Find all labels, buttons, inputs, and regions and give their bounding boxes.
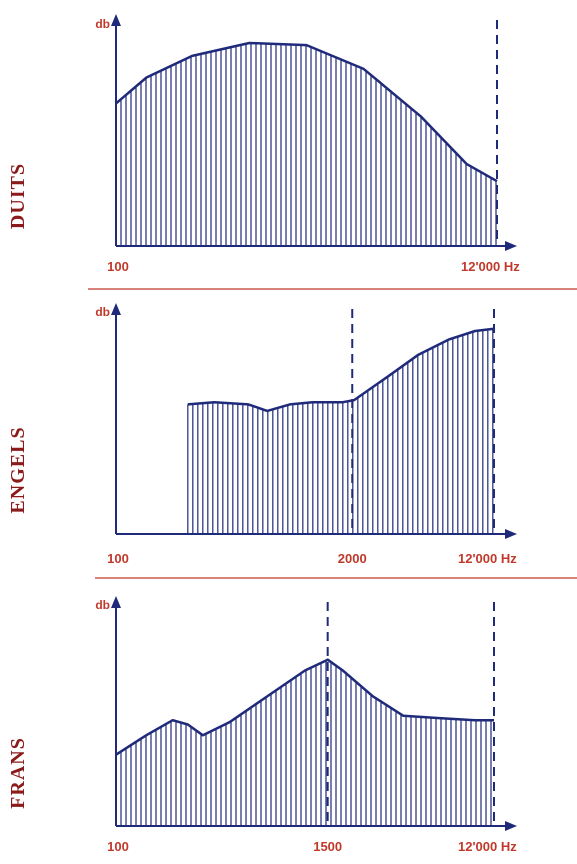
area-hatching — [115, 43, 497, 246]
panel-language-label: FRANS — [7, 737, 29, 809]
chart-panel-frans: FRANS db 100 1500 12'000 Hz — [7, 596, 517, 854]
area-hatching — [115, 660, 492, 826]
x-tick-label: 12'000 Hz — [458, 839, 517, 854]
chart-panel-duits: DUITS db 100 12'000 Hz — [7, 14, 520, 274]
y-axis-label: db — [95, 598, 110, 612]
spectrum-curve — [115, 41, 498, 183]
area-hatching — [187, 328, 494, 534]
y-axis-label: db — [95, 305, 110, 319]
x-axis-arrow — [505, 821, 517, 831]
x-tick-label: 12'000 Hz — [461, 259, 520, 274]
panel-language-label: ENGELS — [7, 426, 29, 513]
panel-language-label: DUITS — [7, 163, 29, 229]
x-tick-label: 2000 — [338, 551, 367, 566]
x-tick-label: 100 — [107, 839, 129, 854]
spectrum-curve — [187, 327, 495, 413]
y-axis-arrow — [111, 303, 121, 315]
chart-panel-engels: ENGELS db 100 2000 12'000 Hz — [7, 303, 517, 566]
x-axis-arrow — [505, 241, 517, 251]
y-axis-arrow — [111, 14, 121, 26]
y-axis-arrow — [111, 596, 121, 608]
x-tick-label: 12'000 Hz — [458, 551, 517, 566]
y-axis-label: db — [95, 17, 110, 31]
x-tick-label: 100 — [107, 259, 129, 274]
x-tick-label: 1500 — [313, 839, 342, 854]
x-axis-arrow — [505, 529, 517, 539]
x-tick-label: 100 — [107, 551, 129, 566]
spectrum-curve — [115, 658, 494, 756]
